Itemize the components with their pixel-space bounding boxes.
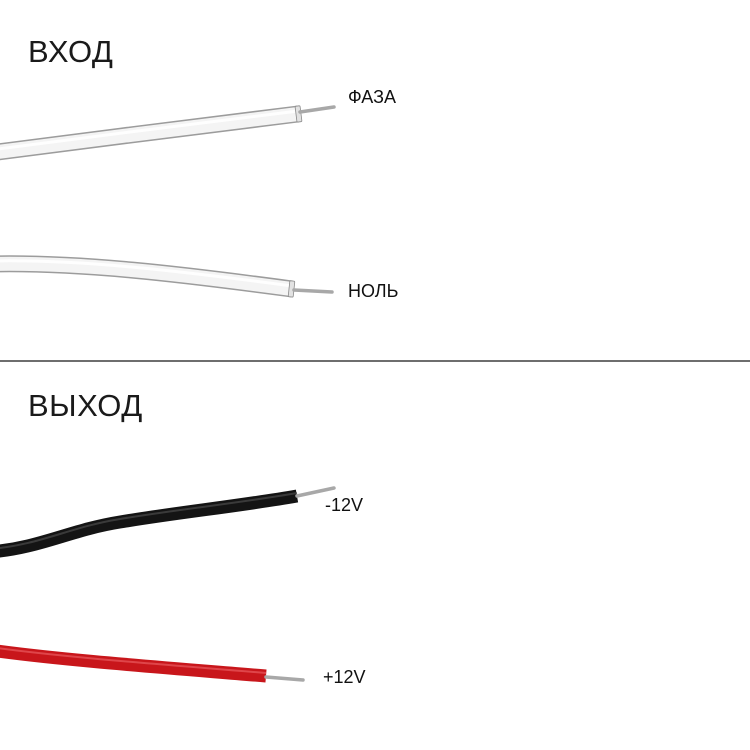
neutral-wire <box>0 255 334 298</box>
section-divider <box>0 360 750 362</box>
neutral-wire-conductor <box>292 288 334 294</box>
phase-wire <box>0 105 336 161</box>
phase-wire-label: ФАЗА <box>348 87 396 107</box>
negative-wire-insulation <box>0 489 299 558</box>
negative-wire-label: -12V <box>325 495 364 515</box>
input-section-title: ВХОД <box>28 34 114 69</box>
phase-wire-conductor <box>298 105 336 114</box>
negative-wire-conductor <box>295 486 336 498</box>
neutral-wire-insulation <box>0 256 293 296</box>
phase-wire-insulation <box>0 107 299 159</box>
positive-wire-insulation <box>0 644 267 683</box>
positive-wire-conductor <box>264 675 305 682</box>
positive-wire <box>0 644 305 683</box>
neutral-wire-label: НОЛЬ <box>348 281 399 301</box>
positive-wire-label: +12V <box>323 667 366 687</box>
output-section-title: ВЫХОД <box>28 388 143 423</box>
negative-wire <box>0 486 336 558</box>
